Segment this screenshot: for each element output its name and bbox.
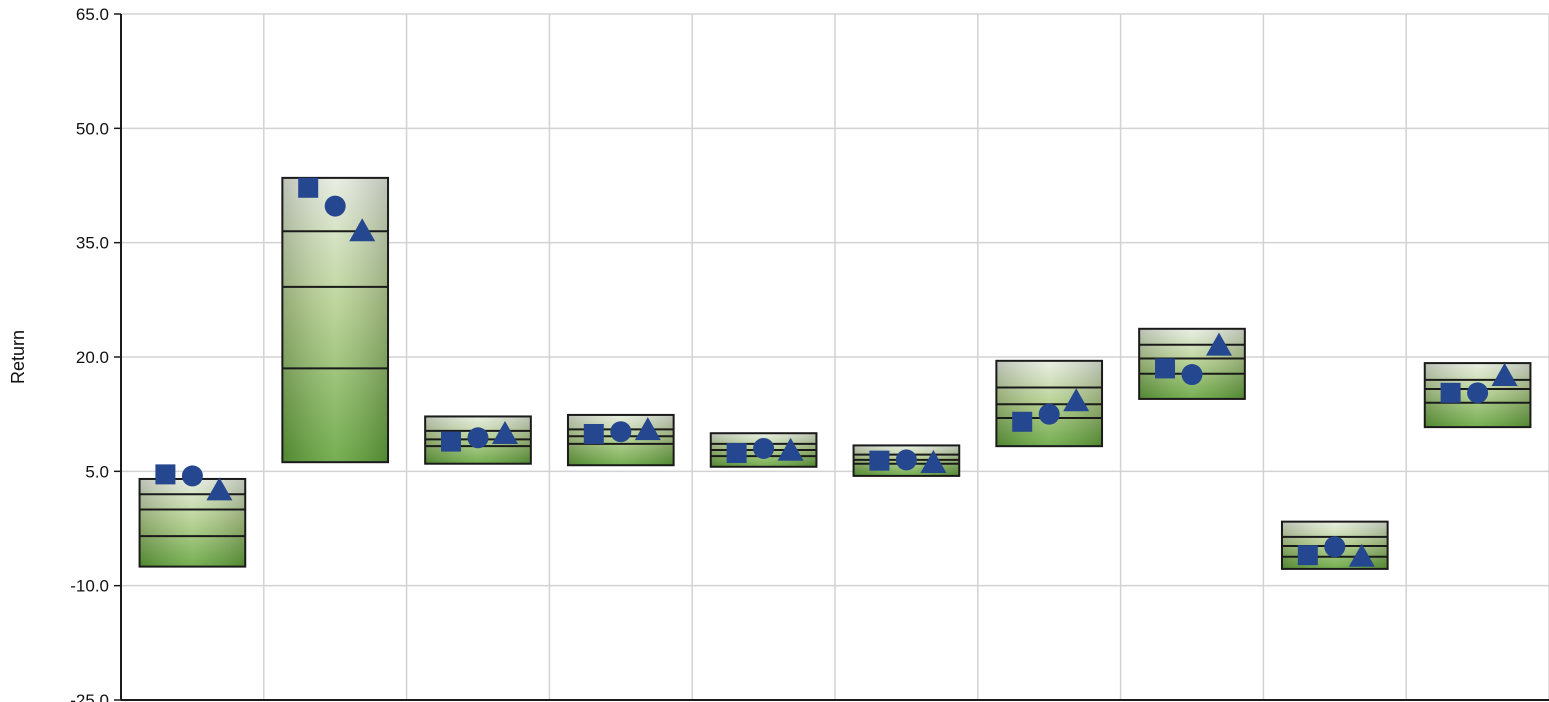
triangle-marker — [920, 449, 947, 473]
square-marker — [1155, 358, 1175, 379]
square-marker — [441, 431, 461, 452]
box-outline — [281, 176, 390, 464]
y-tick-label: 20.0 — [76, 348, 109, 367]
circle-marker — [1324, 536, 1346, 558]
triangle-marker — [1348, 543, 1375, 567]
y-tick-label: 65.0 — [76, 5, 109, 24]
circle-marker — [181, 465, 203, 487]
triangle-marker — [206, 477, 233, 501]
y-tick-label: 35.0 — [76, 234, 109, 253]
square-marker — [155, 464, 176, 485]
triangle-marker — [1206, 332, 1232, 356]
axes: 65.0 50.0 35.0 20.0 5.0 -10.0 -25.0 — [70, 5, 1549, 702]
box-sheen — [139, 478, 246, 567]
circle-marker — [467, 427, 489, 449]
box-sheen — [282, 177, 389, 463]
square-marker — [726, 443, 747, 464]
square-marker — [1297, 545, 1318, 566]
circle-marker — [324, 195, 346, 217]
box-outline — [424, 415, 532, 465]
circle-marker — [895, 449, 917, 471]
triangle-marker — [777, 437, 804, 461]
y-tick-label: 50.0 — [76, 119, 109, 138]
markers — [155, 177, 1518, 567]
triangle-marker — [349, 218, 376, 242]
y-tick-label: -10.0 — [70, 577, 109, 596]
circle-marker — [610, 421, 632, 443]
circle-marker — [1038, 403, 1060, 425]
box-outline — [1138, 327, 1246, 400]
box-outline — [1423, 362, 1532, 429]
square-marker — [583, 423, 604, 444]
box-outline — [1280, 520, 1389, 570]
square-marker — [869, 450, 890, 471]
triangle-marker — [492, 420, 518, 444]
triangle-marker — [1063, 388, 1090, 412]
y-tick-label: 5.0 — [85, 462, 109, 481]
box-outline — [566, 413, 675, 467]
square-marker — [298, 177, 319, 198]
circle-marker — [1467, 382, 1489, 404]
circle-marker — [753, 437, 775, 459]
y-tick-label: -25.0 — [70, 691, 109, 702]
box-outline — [995, 359, 1104, 448]
y-axis-title: Return — [8, 330, 28, 384]
box-outline — [852, 444, 961, 477]
square-marker — [1012, 411, 1033, 432]
triangle-marker — [634, 417, 661, 441]
box-outline — [709, 432, 818, 468]
circle-marker — [1181, 364, 1203, 386]
triangle-marker — [1491, 363, 1518, 387]
square-marker — [1440, 382, 1461, 403]
